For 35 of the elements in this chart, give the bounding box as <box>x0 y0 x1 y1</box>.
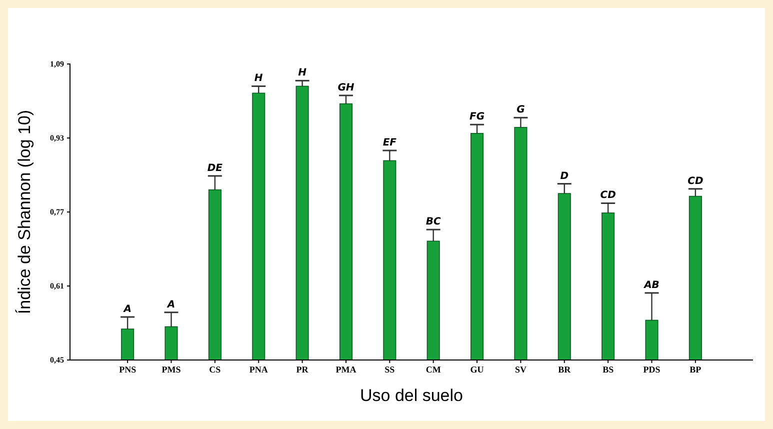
x-tick-label: CS <box>209 364 221 374</box>
y-tick-label: 0,45 <box>50 356 64 365</box>
annotation: G <box>516 104 525 116</box>
x-tick-label: SS <box>384 364 395 374</box>
x-tick-label: SV <box>514 364 527 374</box>
x-tick-label: PMS <box>162 364 181 374</box>
annotation: H <box>298 68 308 79</box>
annotation: GH <box>338 82 355 94</box>
annotation: AB <box>643 280 660 291</box>
annotation: A <box>122 304 132 315</box>
annotation: D <box>560 170 569 182</box>
annotation: H <box>254 73 264 84</box>
x-tick-label: CM <box>426 364 442 374</box>
x-tick-label: GU <box>470 364 484 374</box>
annotation: FG <box>470 112 485 123</box>
x-tick-label: BS <box>602 364 614 374</box>
y-tick-label: 1,09 <box>50 60 64 69</box>
x-tick-label: PMA <box>336 364 357 374</box>
y-tick-label: 0,61 <box>50 282 64 291</box>
y-tick-label: 0,93 <box>50 134 64 143</box>
x-tick-label: PNA <box>249 364 268 374</box>
x-tick-label: PNS <box>119 364 136 374</box>
annotation: CD <box>600 190 616 202</box>
x-tick-label: PDS <box>643 364 660 374</box>
annotation: A <box>166 299 176 310</box>
x-axis-title: Uso del suelo <box>360 386 464 405</box>
y-axis-title: Índice de Shannon (log 10) <box>15 110 34 314</box>
y-tick-label: 0,77 <box>50 208 64 217</box>
annotation: DE <box>207 162 223 174</box>
x-tick-label: BP <box>690 364 702 374</box>
annotation: BC <box>426 216 442 228</box>
annotation: EF <box>382 137 397 148</box>
annotation: CD <box>688 176 704 187</box>
x-tick-label: PR <box>296 364 309 374</box>
x-tick-label: BR <box>558 364 572 374</box>
